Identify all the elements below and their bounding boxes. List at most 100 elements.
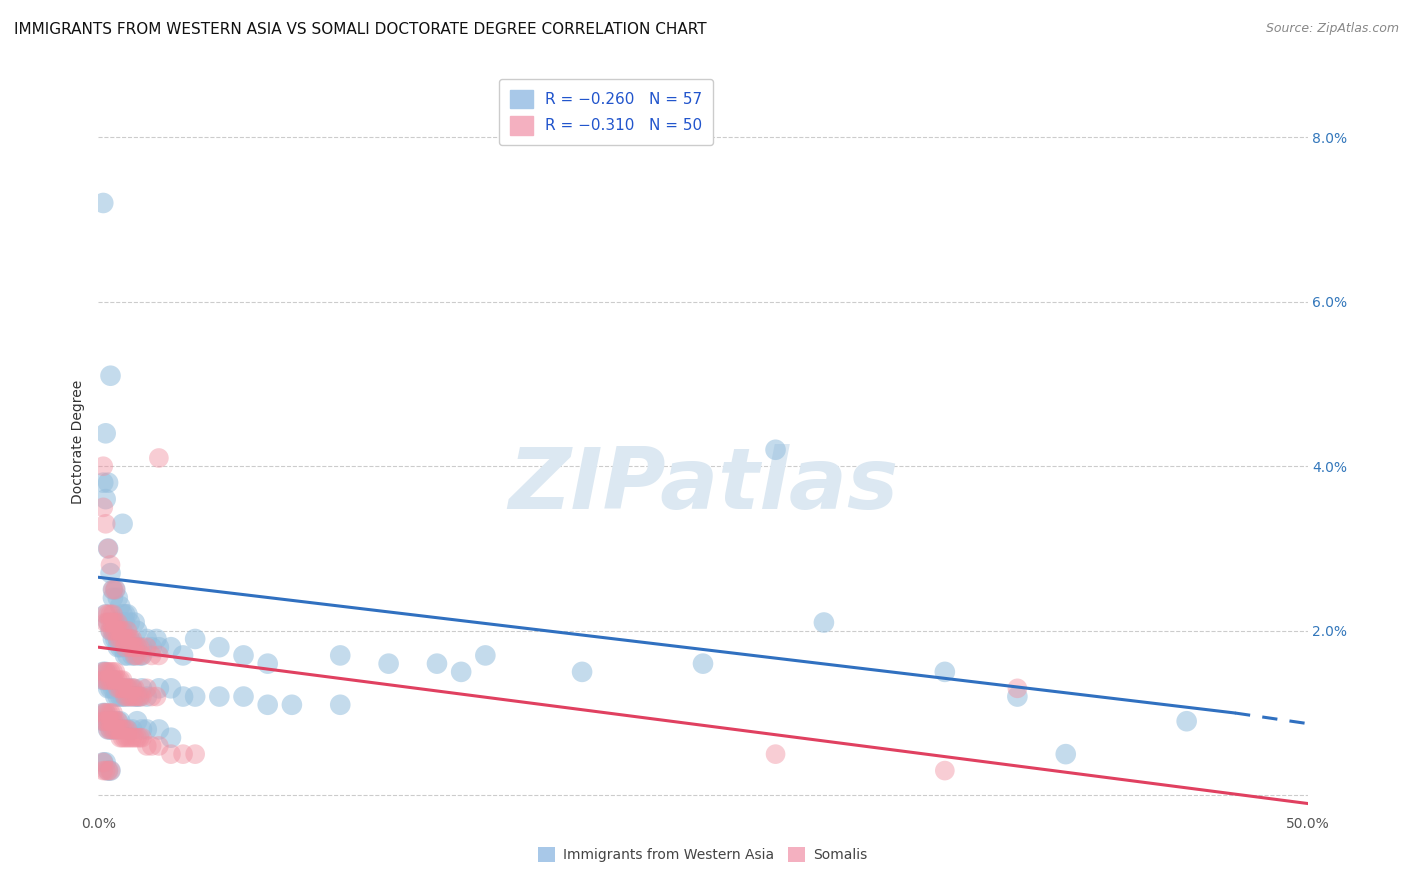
- Point: [91, 459, 114, 474]
- Point: [91, 665, 114, 679]
- Point: [100, 706, 122, 720]
- Point: [111, 681, 134, 696]
- Point: [124, 648, 146, 663]
- Point: [127, 640, 149, 655]
- Point: [100, 723, 122, 737]
- Point: [97, 541, 120, 556]
- Point: [101, 624, 124, 638]
- Point: [117, 723, 139, 737]
- Point: [94, 764, 117, 778]
- Point: [104, 690, 127, 704]
- Point: [127, 690, 149, 704]
- Point: [108, 640, 131, 655]
- Point: [104, 632, 127, 646]
- Point: [118, 640, 141, 655]
- Point: [111, 640, 134, 655]
- Point: [91, 673, 114, 687]
- Point: [101, 665, 124, 679]
- Point: [97, 714, 120, 729]
- Point: [94, 673, 117, 687]
- Point: [148, 450, 170, 465]
- Point: [91, 714, 114, 729]
- Point: [91, 196, 114, 211]
- Point: [131, 690, 153, 704]
- Point: [94, 756, 117, 770]
- Point: [124, 681, 146, 696]
- Point: [114, 723, 136, 737]
- Point: [114, 640, 136, 655]
- Point: [111, 681, 134, 696]
- Point: [97, 764, 120, 778]
- Point: [118, 681, 141, 696]
- Point: [97, 475, 120, 490]
- Point: [101, 714, 124, 729]
- Point: [934, 764, 956, 778]
- Point: [101, 706, 124, 720]
- Point: [100, 615, 122, 630]
- Point: [111, 723, 134, 737]
- Point: [108, 714, 131, 729]
- Point: [101, 632, 124, 646]
- Point: [100, 673, 122, 687]
- Point: [117, 648, 139, 663]
- Point: [107, 681, 129, 696]
- Point: [100, 714, 122, 729]
- Point: [208, 640, 231, 655]
- Point: [145, 690, 167, 704]
- Point: [91, 706, 114, 720]
- Point: [124, 615, 146, 630]
- Point: [117, 690, 139, 704]
- Point: [101, 714, 124, 729]
- Point: [111, 607, 134, 622]
- Point: [114, 731, 136, 745]
- Point: [94, 426, 117, 441]
- Point: [108, 632, 131, 646]
- Point: [114, 607, 136, 622]
- Point: [121, 723, 143, 737]
- Point: [107, 591, 129, 605]
- Point: [135, 739, 157, 753]
- Point: [100, 681, 122, 696]
- Point: [114, 681, 136, 696]
- Point: [97, 673, 120, 687]
- Point: [117, 640, 139, 655]
- Point: [94, 607, 117, 622]
- Point: [450, 665, 472, 679]
- Point: [281, 698, 304, 712]
- Point: [94, 714, 117, 729]
- Point: [121, 731, 143, 745]
- Point: [94, 516, 117, 531]
- Point: [107, 615, 129, 630]
- Point: [94, 665, 117, 679]
- Point: [108, 624, 131, 638]
- Point: [108, 624, 131, 638]
- Point: [148, 648, 170, 663]
- Point: [114, 690, 136, 704]
- Point: [232, 648, 254, 663]
- Point: [94, 673, 117, 687]
- Point: [104, 665, 127, 679]
- Point: [101, 673, 124, 687]
- Point: [108, 723, 131, 737]
- Point: [813, 615, 835, 630]
- Point: [107, 632, 129, 646]
- Legend: Immigrants from Western Asia, Somalis: Immigrants from Western Asia, Somalis: [533, 842, 873, 868]
- Point: [107, 640, 129, 655]
- Point: [111, 516, 134, 531]
- Point: [172, 648, 194, 663]
- Point: [108, 673, 131, 687]
- Point: [127, 624, 149, 638]
- Point: [208, 690, 231, 704]
- Point: [97, 673, 120, 687]
- Point: [111, 624, 134, 638]
- Point: [118, 615, 141, 630]
- Point: [127, 648, 149, 663]
- Point: [104, 582, 127, 597]
- Point: [127, 690, 149, 704]
- Point: [101, 591, 124, 605]
- Point: [94, 706, 117, 720]
- Point: [160, 640, 183, 655]
- Point: [104, 624, 127, 638]
- Point: [184, 747, 207, 761]
- Point: [97, 665, 120, 679]
